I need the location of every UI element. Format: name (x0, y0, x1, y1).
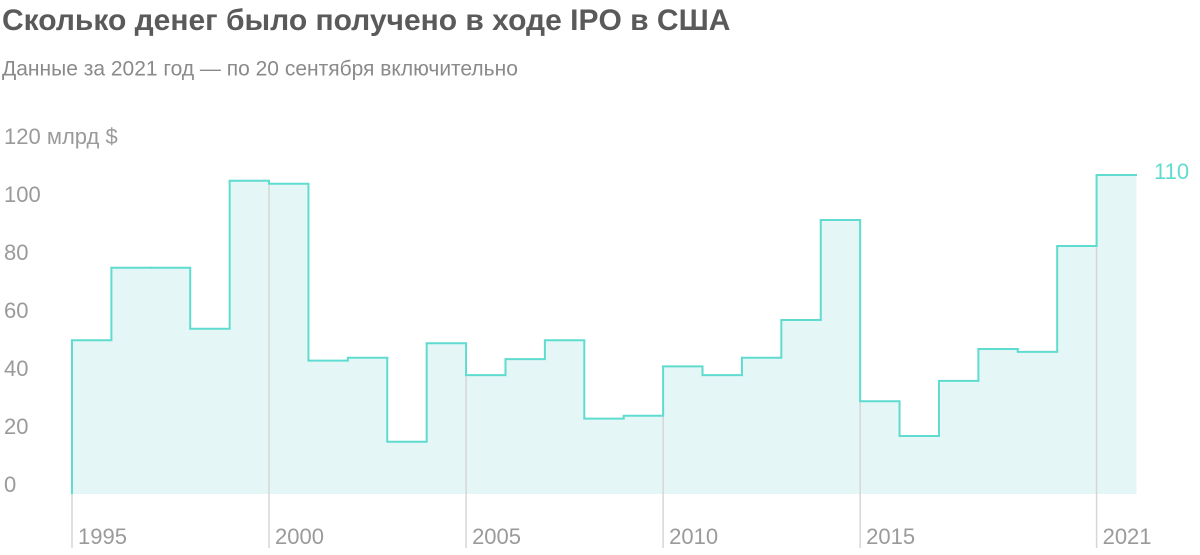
chart-subtitle: Данные за 2021 год — по 20 сентября вклю… (2, 58, 518, 81)
x-tick-label: 1995 (78, 524, 127, 549)
area-segment (308, 360, 349, 494)
y-tick-label: 40 (4, 356, 28, 381)
area-segment (150, 267, 191, 494)
area-segment (899, 436, 940, 494)
area-segment (269, 183, 309, 494)
area-segment (1057, 246, 1098, 494)
area-segment (505, 359, 546, 494)
y-tick-label: 0 (4, 472, 16, 497)
area-segment (1017, 351, 1058, 494)
area-segment (623, 415, 664, 494)
value-label: 110 (1154, 159, 1189, 184)
area-segment (111, 267, 152, 494)
y-tick-label: 100 (4, 182, 41, 207)
x-tick-label: 2000 (275, 524, 324, 549)
area-segment (741, 357, 782, 494)
x-tick-label: 2005 (472, 524, 521, 549)
y-tick-label: 80 (4, 240, 28, 265)
area-segment (72, 340, 112, 494)
area-segment (347, 357, 388, 494)
area-segment (229, 180, 270, 495)
area-segment (663, 366, 704, 494)
x-tick-label: 2021 (1103, 524, 1152, 549)
area-segment (820, 219, 861, 494)
y-tick-label: 60 (4, 298, 28, 323)
y-tick-label: 120 млрд $ (4, 124, 118, 149)
area-segment (781, 320, 822, 494)
area-segment (190, 328, 231, 494)
area-segment (860, 401, 901, 494)
x-tick-label: 2015 (866, 524, 915, 549)
area-segment (702, 375, 743, 494)
area-segment (544, 340, 585, 494)
y-tick-label: 20 (4, 414, 28, 439)
area-segment (584, 418, 625, 494)
area-segment (426, 343, 467, 494)
x-tick-label: 2010 (669, 524, 718, 549)
area-segment (387, 441, 428, 494)
area-segment (938, 380, 979, 494)
area-segment (466, 375, 506, 494)
area-segment (1096, 175, 1137, 494)
chart-title: Сколько денег было получено в ходе IPO в… (2, 4, 730, 37)
area-segment (978, 349, 1019, 494)
